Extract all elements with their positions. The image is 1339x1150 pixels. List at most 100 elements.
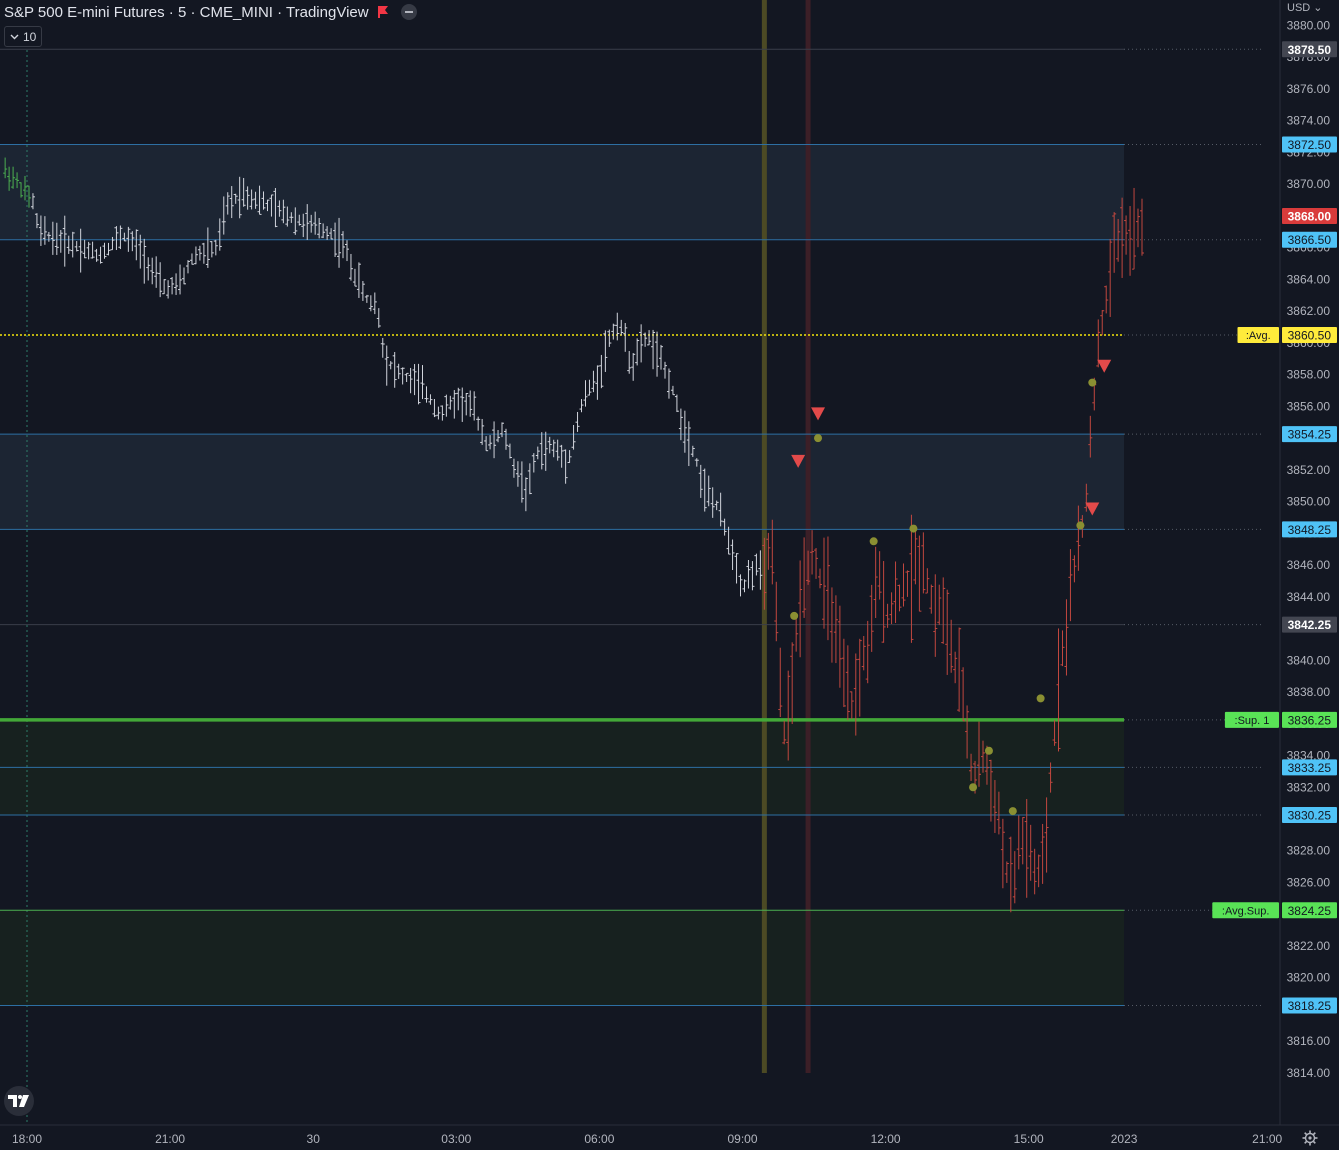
price-bar: [845, 645, 850, 721]
price-bar: [253, 191, 258, 209]
price-bar: [154, 256, 159, 288]
price-bar: [66, 235, 71, 254]
price-bar: [969, 753, 974, 781]
price-bar: [917, 535, 922, 612]
time-tick-label: 30: [307, 1132, 321, 1146]
currency-selector[interactable]: USD ⌄: [1287, 2, 1323, 14]
price-tag-label-box: [1224, 711, 1279, 728]
price-bar: [392, 352, 397, 388]
time-tick-label: 12:00: [871, 1132, 901, 1146]
price-tick-label: 3826.00: [1287, 875, 1331, 889]
price-bar: [1028, 824, 1033, 881]
price-bar: [865, 620, 870, 684]
price-bar: [356, 262, 361, 298]
price-bar: [1132, 187, 1137, 270]
zone-support: [0, 910, 1124, 1006]
price-bar: [102, 242, 107, 259]
price-bar: [23, 175, 28, 201]
vertical-markers-layer: [26, 0, 811, 1125]
price-bar: [551, 439, 556, 458]
price-bar: [285, 206, 290, 227]
collapse-icon[interactable]: [400, 4, 417, 20]
price-bar: [225, 192, 230, 215]
price-bar: [631, 353, 636, 381]
price-tag-green: [1282, 902, 1337, 919]
price-bar: [821, 537, 826, 629]
price-bar: [651, 329, 656, 370]
price-bar: [567, 450, 572, 464]
price-tick-label: 3874.00: [1287, 114, 1331, 128]
interval-selector[interactable]: 10: [4, 26, 43, 47]
price-bar: [480, 418, 485, 445]
price-bar: [1139, 198, 1144, 256]
price-bar: [420, 365, 425, 400]
price-bar: [341, 231, 346, 259]
price-bar: [559, 444, 564, 468]
price-tick-label: 3852.00: [1287, 463, 1331, 477]
price-bar: [1000, 818, 1005, 889]
price-bar: [825, 536, 830, 641]
time-axis[interactable]: 18:00 21:00 30 03:00 06:00 09:00 12:00 15:00 202…: [0, 1124, 1339, 1146]
price-axis[interactable]: 3880.003878.003876.003874.003872.003870.…: [1212, 0, 1337, 1125]
flag-icon[interactable]: [377, 6, 389, 18]
price-bar: [996, 791, 1001, 835]
price-bar: [142, 238, 147, 284]
price-bar: [853, 653, 858, 736]
price-bar: [702, 468, 707, 512]
price-bar: [436, 406, 441, 420]
price-bar: [599, 354, 604, 389]
settings-gear-icon[interactable]: [1302, 1130, 1318, 1146]
signal-dot: [1088, 378, 1097, 387]
price-tick-label: 3838.00: [1287, 685, 1331, 699]
zones-layer: [0, 144, 1124, 1006]
price-bar: [623, 322, 628, 352]
price-tag-value: 3833.25: [1288, 761, 1332, 775]
tradingview-logo-icon[interactable]: [4, 1086, 34, 1116]
price-bar: [861, 635, 866, 671]
price-bar: [424, 386, 429, 403]
price-tag-value: 3860.50: [1288, 328, 1332, 342]
price-bar: [174, 273, 179, 295]
price-bar: [977, 721, 982, 787]
price-bar: [412, 364, 417, 396]
price-bar: [980, 740, 985, 773]
price-tick-label: 3840.00: [1287, 653, 1331, 667]
price-bar: [19, 182, 24, 198]
price-bar: [587, 379, 592, 396]
price-bar: [746, 559, 751, 589]
price-bar: [138, 234, 143, 269]
signal-dot: [1076, 521, 1085, 530]
price-bar: [384, 345, 389, 386]
price-bar: [1076, 505, 1081, 571]
price-bar: [400, 367, 405, 385]
price-bar: [786, 670, 791, 761]
price-bar: [496, 429, 501, 443]
price-bar: [313, 211, 318, 235]
price-bar: [722, 518, 727, 536]
price-bar: [1016, 815, 1021, 870]
price-bar: [750, 561, 755, 591]
price-bar: [706, 475, 711, 507]
price-tick-label: 3828.00: [1287, 844, 1331, 858]
price-bar: [38, 215, 43, 246]
price-bar: [134, 229, 139, 261]
price-bar: [7, 166, 12, 191]
zone-resistance: [0, 144, 1124, 240]
price-bar: [329, 228, 334, 240]
price-bar: [1108, 238, 1113, 317]
price-bar: [515, 461, 520, 487]
price-tick-label: 3844.00: [1287, 590, 1331, 604]
price-bar: [1036, 854, 1041, 888]
price-bar: [265, 199, 270, 212]
price-bar: [988, 759, 993, 822]
price-bar: [146, 257, 151, 281]
price-bar: [257, 185, 262, 215]
price-bar: [1044, 797, 1049, 873]
price-bar: [877, 551, 882, 600]
symbol-title[interactable]: S&P 500 E-mini Futures · 5 · CME_MINI · …: [4, 3, 369, 21]
price-bar: [1096, 319, 1101, 368]
price-tag-label: :Avg.: [1246, 330, 1271, 342]
price-bar: [3, 157, 8, 179]
price-bar: [388, 361, 393, 370]
